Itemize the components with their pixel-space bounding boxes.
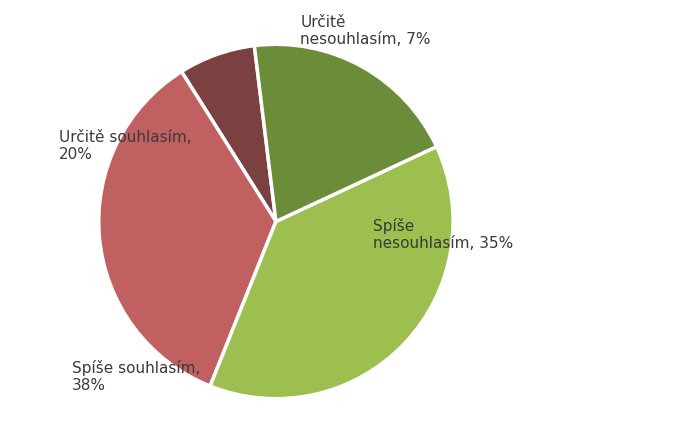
Text: Určitě souhlasím,
20%: Určitě souhlasím, 20% xyxy=(59,130,192,163)
Text: Spíše souhlasím,
38%: Spíše souhlasím, 38% xyxy=(72,360,201,393)
Text: Určitě
nesouhlasím, 7%: Určitě nesouhlasím, 7% xyxy=(300,15,431,47)
Wedge shape xyxy=(99,72,276,386)
Wedge shape xyxy=(182,46,276,222)
Wedge shape xyxy=(210,147,453,399)
Text: Spíše
nesouhlasím, 35%: Spíše nesouhlasím, 35% xyxy=(374,218,513,252)
Wedge shape xyxy=(254,44,437,222)
